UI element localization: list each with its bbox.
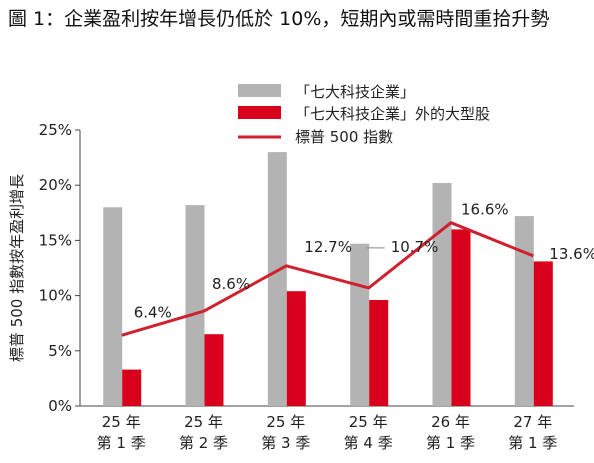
legend-label-series-0: 「七大科技企業」 [295,83,415,101]
bar-series-0-5 [514,216,534,406]
bar-series-1-5 [533,261,553,406]
data-label-3: 10.7% [391,238,439,256]
line-series [121,221,534,337]
data-label-2: 12.7% [304,238,352,256]
legend-swatch-series-1 [238,106,281,119]
bar-series-0-3 [350,243,370,406]
bar-series-1-0 [122,369,142,406]
legend-label-series-1: 「七大科技企業」外的大型股 [295,105,490,123]
data-label-4: 16.6% [461,201,509,219]
x-category-label: 25 年第 1 季 [97,413,146,452]
data-label-0: 6.4% [134,303,172,321]
data-label-5: 13.6% [549,245,594,263]
bar-series-0-2 [267,152,287,406]
y-tick-label: 25% [39,121,72,139]
bar-series-0-1 [185,205,205,406]
line-series-path [121,221,534,337]
x-categories: 25 年第 1 季 25 年第 2 季 25 年第 3 季 25 年第 4 季 26 年… [97,413,558,452]
legend: 「七大科技企業」 「七大科技企業」外的大型股 標普 500 指數 [238,83,490,146]
bar-series-1-3 [369,300,389,406]
legend-label-series-2: 標普 500 指數 [295,128,393,146]
legend-swatch-series-0 [238,84,281,97]
bar-series-1-4 [451,229,471,406]
bar-series-0-0 [103,207,123,406]
y-ticks: 0% 5% 10% 15% 20% 25% [39,121,80,415]
x-category-label: 25 年第 2 季 [179,413,228,452]
y-axis-label: 標普 500 指數按年盈利增長 [8,174,26,362]
bar-series-0-4 [432,183,452,406]
data-label-1: 8.6% [212,275,250,293]
y-tick-label: 5% [48,342,72,360]
y-tick-label: 0% [48,397,72,415]
bar-series-1-1 [204,334,224,406]
x-category-label: 25 年第 3 季 [261,413,310,452]
x-category-label: 26 年第 1 季 [426,413,475,452]
chart-title: 圖 1：企業盈利按年增長仍低於 10%，短期內或需時間重拾升勢 [8,8,550,30]
data-labels: 6.4% 8.6% 12.7% 10.7% 16.6% 13.6% [134,201,594,322]
bar-series-1-2 [286,291,306,406]
y-tick-label: 10% [39,287,72,305]
y-tick-label: 20% [39,176,72,194]
y-tick-label: 15% [39,231,72,249]
bars [103,152,553,406]
x-category-label: 27 年第 1 季 [508,413,557,452]
x-category-label: 25 年第 4 季 [344,413,393,452]
